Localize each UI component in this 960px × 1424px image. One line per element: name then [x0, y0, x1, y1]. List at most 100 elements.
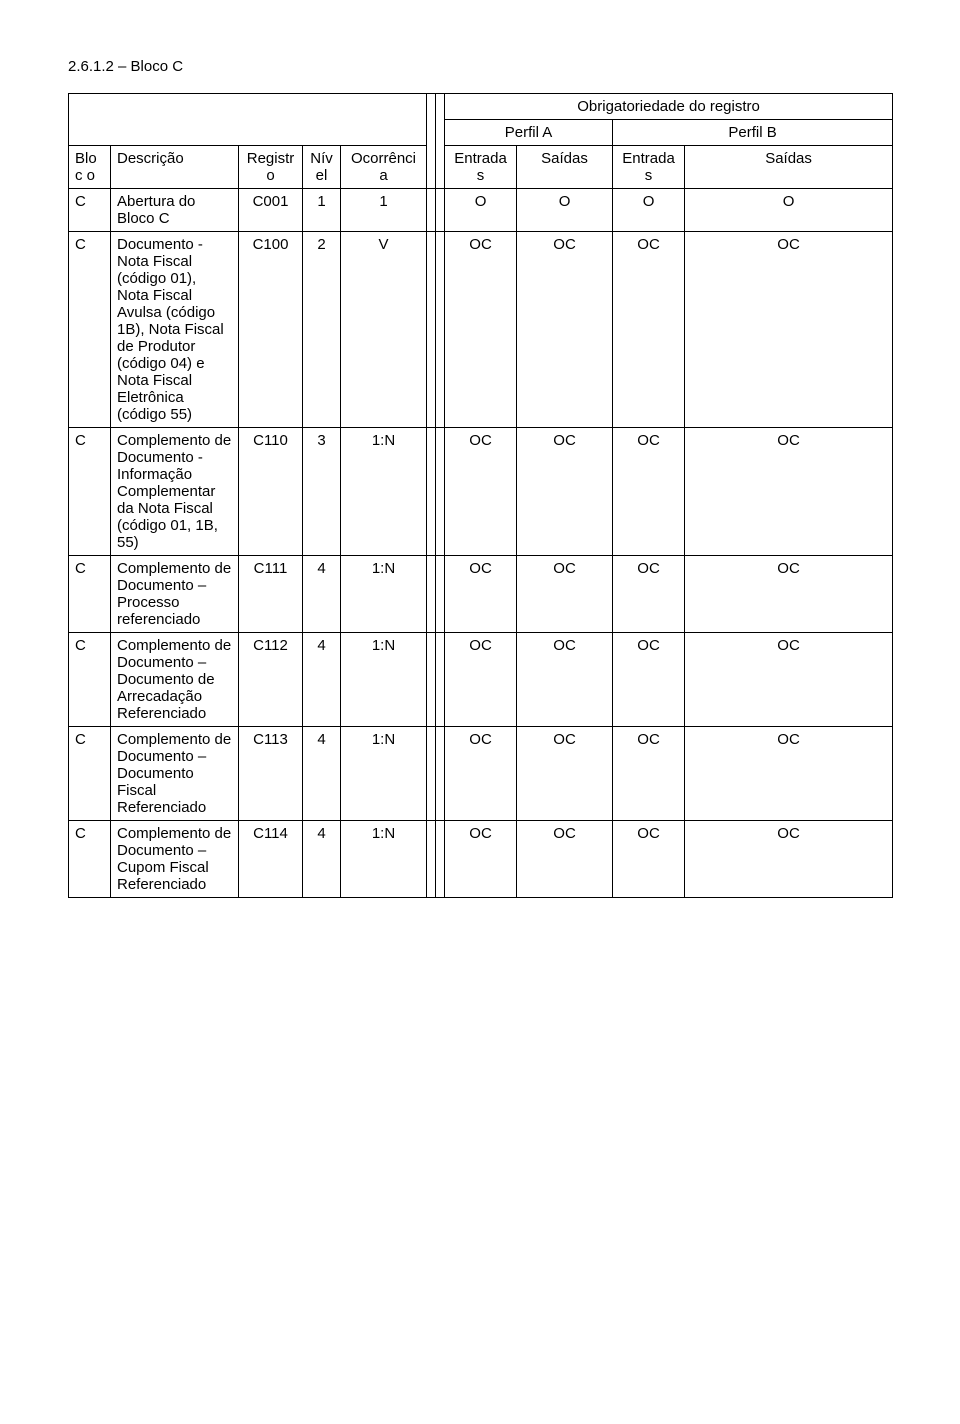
cell-reg: C111: [239, 556, 303, 633]
cell-gap: [436, 727, 445, 821]
header-perfil-b: Perfil B: [613, 120, 893, 146]
cell-occ: V: [341, 232, 427, 428]
header-saida-a: Saídas: [517, 146, 613, 189]
cell-occ: 1:N: [341, 556, 427, 633]
cell-occ: 1:N: [341, 428, 427, 556]
cell-eA: OC: [445, 821, 517, 898]
header-perfil-a: Perfil A: [445, 120, 613, 146]
cell-occ: 1:N: [341, 821, 427, 898]
header-row-3: Bloc o Descrição Registr o Nív el Ocorrê…: [69, 146, 893, 189]
cell-sA: OC: [517, 821, 613, 898]
cell-sB: OC: [685, 633, 893, 727]
header-nivel: Nív el: [303, 146, 341, 189]
cell-niv: 1: [303, 189, 341, 232]
bloco-c-table: Obrigatoriedade do registro Perfil A Per…: [68, 93, 893, 898]
cell-eB: OC: [613, 821, 685, 898]
cell-gap: [436, 189, 445, 232]
cell-reg: C110: [239, 428, 303, 556]
header-entrada-a: Entrada s: [445, 146, 517, 189]
cell-reg: C113: [239, 727, 303, 821]
cell-niv: 4: [303, 821, 341, 898]
table-row: CAbertura do Bloco CC00111OOOO: [69, 189, 893, 232]
header-descricao: Descrição: [111, 146, 239, 189]
cell-eA: OC: [445, 428, 517, 556]
cell-eA: OC: [445, 633, 517, 727]
cell-sB: OC: [685, 428, 893, 556]
cell-sB: OC: [685, 727, 893, 821]
table-row: CComplemento de Documento – Documento Fi…: [69, 727, 893, 821]
cell-sB: O: [685, 189, 893, 232]
cell-gap: [427, 821, 436, 898]
cell-eB: OC: [613, 556, 685, 633]
header-bloco: Bloc o: [69, 146, 111, 189]
cell-bloco: C: [69, 556, 111, 633]
cell-eB: OC: [613, 232, 685, 428]
cell-bloco: C: [69, 633, 111, 727]
cell-eA: OC: [445, 556, 517, 633]
header-entrada-b: Entrada s: [613, 146, 685, 189]
table-row: CComplemento de Documento - Informação C…: [69, 428, 893, 556]
cell-sA: OC: [517, 232, 613, 428]
section-title: 2.6.1.2 – Bloco C: [68, 58, 892, 75]
cell-eB: O: [613, 189, 685, 232]
cell-bloco: C: [69, 232, 111, 428]
cell-sA: OC: [517, 428, 613, 556]
cell-sA: OC: [517, 556, 613, 633]
cell-gap: [436, 232, 445, 428]
cell-gap: [427, 189, 436, 232]
cell-gap: [427, 727, 436, 821]
cell-bloco: C: [69, 189, 111, 232]
cell-gap: [436, 428, 445, 556]
header-registro: Registr o: [239, 146, 303, 189]
cell-occ: 1: [341, 189, 427, 232]
cell-niv: 2: [303, 232, 341, 428]
cell-sB: OC: [685, 556, 893, 633]
table-row: CComplemento de Documento – Processo ref…: [69, 556, 893, 633]
table-row: CComplemento de Documento – Cupom Fiscal…: [69, 821, 893, 898]
cell-gap: [436, 556, 445, 633]
cell-niv: 3: [303, 428, 341, 556]
cell-desc: Abertura do Bloco C: [111, 189, 239, 232]
cell-reg: C112: [239, 633, 303, 727]
cell-sB: OC: [685, 232, 893, 428]
cell-bloco: C: [69, 428, 111, 556]
cell-occ: 1:N: [341, 727, 427, 821]
cell-eB: OC: [613, 428, 685, 556]
cell-eA: OC: [445, 232, 517, 428]
cell-niv: 4: [303, 556, 341, 633]
header-ocorrencia: Ocorrênci a: [341, 146, 427, 189]
cell-gap: [427, 232, 436, 428]
cell-desc: Complemento de Documento – Cupom Fiscal …: [111, 821, 239, 898]
cell-eA: O: [445, 189, 517, 232]
cell-occ: 1:N: [341, 633, 427, 727]
cell-niv: 4: [303, 633, 341, 727]
cell-reg: C114: [239, 821, 303, 898]
cell-bloco: C: [69, 821, 111, 898]
cell-eB: OC: [613, 633, 685, 727]
table-row: CDocumento - Nota Fiscal (código 01), No…: [69, 232, 893, 428]
cell-desc: Complemento de Documento – Documento Fis…: [111, 727, 239, 821]
cell-bloco: C: [69, 727, 111, 821]
cell-eA: OC: [445, 727, 517, 821]
cell-sA: O: [517, 189, 613, 232]
cell-reg: C001: [239, 189, 303, 232]
table-row: CComplemento de Documento – Documento de…: [69, 633, 893, 727]
header-saida-b: Saídas: [685, 146, 893, 189]
cell-reg: C100: [239, 232, 303, 428]
header-row-1: Obrigatoriedade do registro: [69, 94, 893, 120]
cell-gap: [436, 633, 445, 727]
cell-desc: Documento - Nota Fiscal (código 01), Not…: [111, 232, 239, 428]
cell-sB: OC: [685, 821, 893, 898]
cell-desc: Complemento de Documento - Informação Co…: [111, 428, 239, 556]
cell-eB: OC: [613, 727, 685, 821]
cell-desc: Complemento de Documento – Documento de …: [111, 633, 239, 727]
cell-gap: [427, 633, 436, 727]
cell-gap: [427, 428, 436, 556]
cell-gap: [436, 821, 445, 898]
cell-sA: OC: [517, 727, 613, 821]
cell-desc: Complemento de Documento – Processo refe…: [111, 556, 239, 633]
header-obrig: Obrigatoriedade do registro: [445, 94, 893, 120]
cell-niv: 4: [303, 727, 341, 821]
cell-sA: OC: [517, 633, 613, 727]
cell-gap: [427, 556, 436, 633]
